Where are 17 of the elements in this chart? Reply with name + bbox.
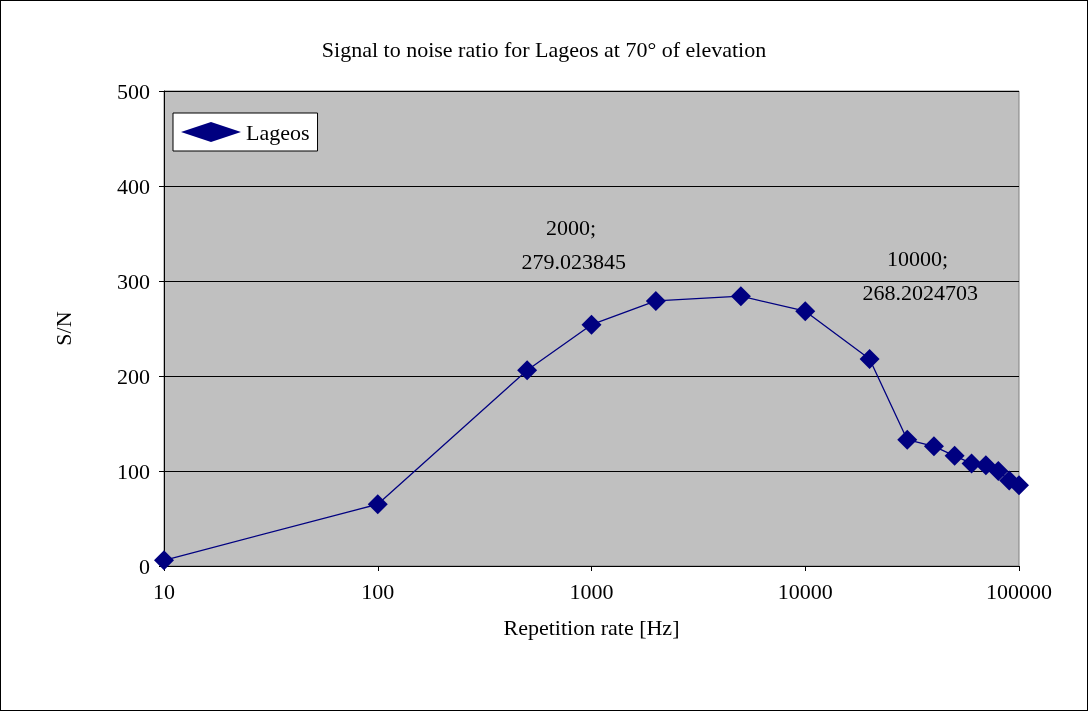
x-tick-label: 1000 [569,578,614,604]
y-tick-label: 300 [117,268,150,294]
x-tick-label: 100000 [986,578,1052,604]
x-tick-label: 10000 [777,578,833,604]
legend-label: Lageos [246,119,310,145]
y-tick-label: 0 [139,553,150,579]
y-tick-label: 100 [117,458,150,484]
y-tick-label: 400 [117,173,150,199]
y-tick-label: 500 [117,78,150,104]
x-tick-label: 100 [361,578,395,604]
x-axis-title: Repetition rate [Hz] [503,614,680,640]
y-axis-title: S/N [50,311,76,346]
x-tick-label: 10 [153,578,175,604]
annotation: 2000; 279.023845 [521,215,627,275]
chart-title: Signal to noise ratio for Lageos at 70° of elevation [321,36,767,62]
y-tick-label: 200 [117,363,150,389]
annotation: 10000; 268.2024703 [862,245,978,305]
